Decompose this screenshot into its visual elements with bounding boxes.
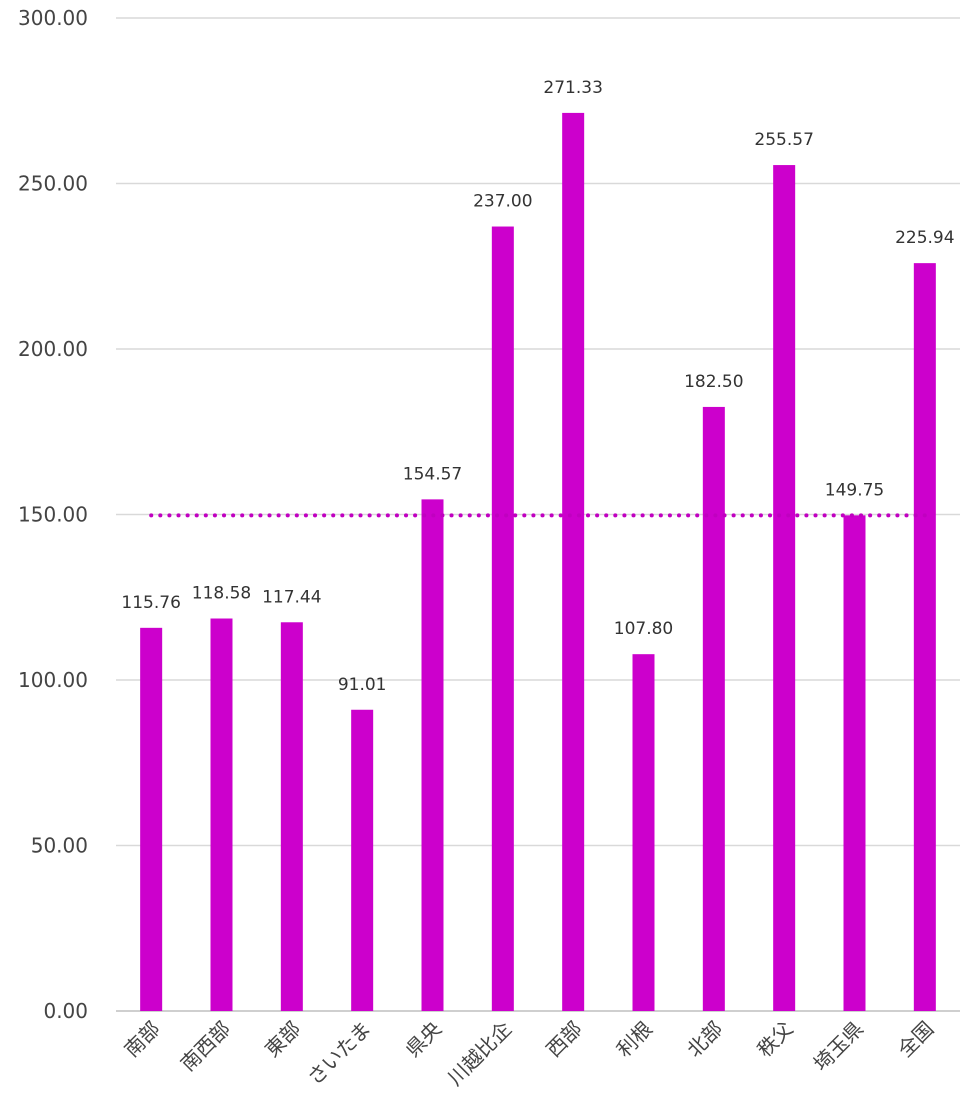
y-axis-tick-labels: 0.00 50.00 100.00 150.00 200.00 250.00 300.00 [18, 6, 88, 1023]
category-label: 東部 [260, 1017, 305, 1062]
category-label: 埼玉県 [809, 1017, 868, 1076]
category-label: 北部 [682, 1017, 727, 1062]
y-tick-label: 300.00 [18, 6, 88, 30]
category-label: 県央 [401, 1017, 446, 1062]
bar [843, 515, 866, 1011]
y-tick-label: 250.00 [18, 172, 88, 196]
y-tick-label: 150.00 [18, 503, 88, 527]
bars [140, 112, 936, 1011]
bar [351, 709, 374, 1011]
category-label: 南西部 [176, 1017, 235, 1076]
bar [491, 226, 514, 1011]
category-label: 川越比企 [443, 1017, 517, 1091]
category-label: 秩父 [752, 1017, 797, 1062]
data-label: 149.75 [825, 480, 884, 500]
data-label: 117.44 [262, 587, 321, 607]
bar [421, 499, 444, 1011]
bar [632, 654, 655, 1011]
bar [702, 406, 725, 1011]
data-label: 115.76 [121, 593, 180, 613]
data-label: 237.00 [473, 192, 532, 212]
bar [773, 165, 796, 1011]
category-label: 全国 [893, 1017, 938, 1062]
bar [210, 618, 233, 1011]
y-tick-label: 100.00 [18, 668, 88, 692]
data-label: 255.57 [754, 130, 813, 150]
bar [562, 112, 585, 1011]
data-label: 107.80 [614, 619, 673, 639]
bar [140, 627, 163, 1011]
y-tick-label: 200.00 [18, 337, 88, 361]
data-label: 118.58 [192, 584, 251, 604]
category-label: 利根 [612, 1017, 657, 1062]
bar [913, 263, 936, 1011]
data-label: 225.94 [895, 228, 954, 248]
y-tick-label: 0.00 [43, 999, 88, 1023]
data-label: 91.01 [338, 675, 387, 695]
category-label: さいたま [303, 1017, 376, 1090]
data-label: 154.57 [403, 464, 462, 484]
data-label: 271.33 [543, 78, 602, 98]
data-labels: 115.76 118.58 117.44 91.01 154.57 237.00 271.3… [121, 78, 954, 695]
y-tick-label: 50.00 [31, 834, 88, 858]
bar [280, 622, 303, 1011]
category-label: 西部 [541, 1017, 586, 1062]
gridlines [116, 17, 960, 1012]
category-label: 南部 [119, 1017, 164, 1062]
data-label: 182.50 [684, 372, 743, 392]
